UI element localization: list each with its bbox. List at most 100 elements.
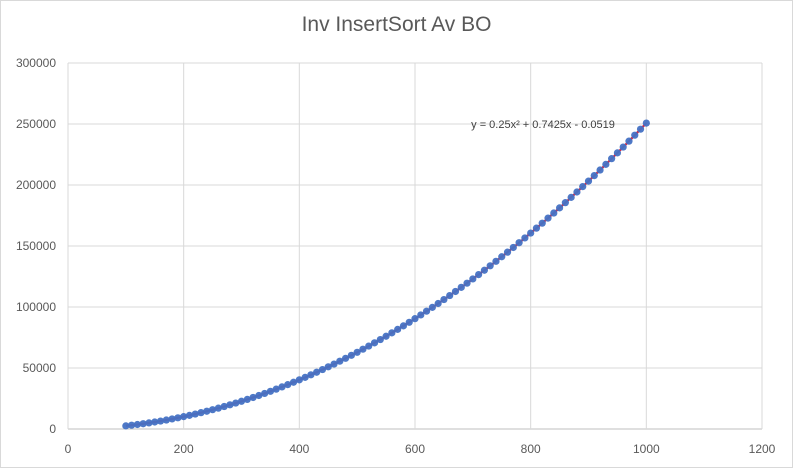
x-tick-label: 400 — [289, 442, 309, 456]
data-point — [353, 348, 361, 356]
data-point — [197, 409, 205, 417]
data-point — [342, 354, 350, 362]
data-point — [602, 160, 610, 168]
data-point — [376, 335, 384, 344]
data-point — [382, 332, 390, 340]
data-point — [475, 271, 483, 279]
x-tick-label: 800 — [521, 442, 541, 456]
data-point — [590, 172, 598, 180]
data-point — [567, 193, 575, 201]
data-point — [631, 131, 639, 139]
data-point — [498, 253, 506, 261]
data-point — [417, 311, 425, 319]
data-point — [388, 329, 396, 337]
data-point — [446, 291, 454, 300]
data-point — [457, 283, 465, 291]
data-point — [191, 410, 199, 418]
data-point — [544, 214, 552, 222]
data-point — [608, 155, 616, 163]
y-tick-label: 100000 — [16, 300, 56, 314]
data-point — [174, 414, 182, 422]
data-point — [255, 391, 263, 400]
data-point — [226, 401, 234, 409]
data-point — [168, 415, 176, 423]
data-point — [301, 373, 309, 381]
data-point — [243, 395, 251, 404]
data-point — [422, 307, 431, 315]
trendline — [125, 122, 648, 427]
data-point — [261, 389, 269, 398]
y-tick-label: 50000 — [23, 361, 57, 375]
data-point — [289, 378, 298, 386]
x-axis-tick-labels: 0 200 400 600 800 1000 1200 — [65, 442, 776, 456]
data-point — [278, 383, 286, 391]
data-point — [336, 357, 344, 365]
data-point — [232, 399, 240, 407]
data-point — [365, 342, 373, 350]
data-point — [463, 279, 471, 287]
data-point — [394, 325, 402, 333]
chart-title: Inv InsertSort Av BO — [301, 13, 492, 36]
data-point — [359, 345, 367, 353]
data-point — [411, 315, 419, 323]
data-point — [128, 421, 136, 429]
y-tick-label: 300000 — [16, 56, 56, 70]
data-point — [237, 397, 246, 405]
data-point — [492, 257, 500, 265]
data-point — [509, 243, 517, 252]
data-point — [185, 411, 194, 419]
data-point — [284, 381, 292, 389]
data-point — [480, 266, 488, 274]
y-axis-tick-labels: 0 50000 100000 150000 200000 250000 300000 — [16, 56, 56, 436]
data-point — [515, 239, 523, 247]
data-point — [503, 248, 512, 256]
x-tick-label: 200 — [174, 442, 194, 456]
data-point — [156, 417, 165, 425]
gridlines — [67, 62, 763, 430]
data-point — [370, 339, 379, 347]
data-point — [625, 137, 633, 145]
y-tick-label: 150000 — [16, 239, 56, 253]
data-point — [272, 385, 280, 393]
y-tick-label: 250000 — [16, 117, 56, 131]
data-point — [550, 209, 558, 217]
data-point — [642, 119, 650, 127]
data-point — [451, 287, 460, 296]
data-point — [249, 393, 257, 402]
data-point — [469, 275, 477, 283]
data-point — [405, 318, 413, 326]
data-point — [162, 416, 170, 424]
data-point — [347, 351, 355, 359]
y-tick-label: 200000 — [16, 178, 56, 192]
data-point — [596, 166, 604, 174]
data-point — [324, 363, 332, 371]
trendline-equation: y = 0.25x² + 0.7425x - 0.0519 — [471, 119, 615, 131]
data-point — [133, 420, 141, 429]
data-point — [619, 143, 627, 151]
y-tick-label: 0 — [49, 422, 56, 436]
data-point — [636, 125, 645, 133]
data-point — [579, 183, 587, 191]
data-point — [538, 219, 546, 227]
x-tick-label: 600 — [405, 442, 425, 456]
data-point — [266, 387, 275, 395]
data-point — [318, 365, 327, 374]
data-point — [122, 422, 130, 430]
data-point — [145, 419, 153, 427]
data-point — [330, 360, 338, 368]
data-point — [434, 299, 442, 308]
data-point — [613, 149, 622, 157]
data-point — [399, 322, 408, 330]
data-point — [208, 406, 217, 414]
data-point — [532, 224, 541, 232]
x-tick-label: 1000 — [633, 442, 660, 456]
data-point — [584, 177, 593, 185]
data-point — [203, 407, 211, 415]
data-point — [151, 418, 159, 426]
data-point — [561, 199, 569, 207]
data-point — [313, 368, 321, 376]
x-tick-label: 0 — [65, 442, 72, 456]
data-point — [521, 234, 529, 242]
